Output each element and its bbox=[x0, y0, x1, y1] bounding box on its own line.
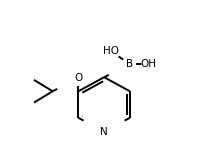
Circle shape bbox=[73, 73, 84, 84]
Text: OH: OH bbox=[141, 59, 157, 69]
Text: N: N bbox=[100, 127, 108, 137]
Text: O: O bbox=[74, 73, 82, 83]
Text: HO: HO bbox=[103, 46, 119, 56]
Circle shape bbox=[124, 59, 135, 70]
Circle shape bbox=[142, 58, 155, 71]
Circle shape bbox=[103, 43, 120, 60]
Text: B: B bbox=[126, 59, 134, 69]
Circle shape bbox=[98, 126, 110, 138]
